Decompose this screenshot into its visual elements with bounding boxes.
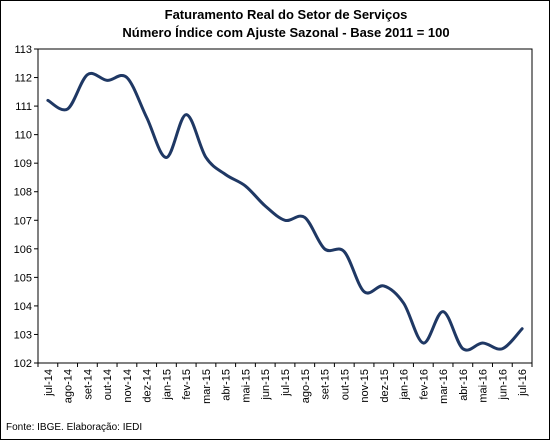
x-tick-label: ago-14 — [63, 369, 75, 403]
x-tick-label: out-14 — [102, 369, 114, 400]
y-tick-label: 111 — [15, 101, 32, 113]
x-tick-label: fev-16 — [418, 369, 430, 400]
data-point — [204, 156, 207, 159]
chart-subtitle: Número Índice com Ajuste Sazonal - Base … — [122, 25, 449, 40]
data-point — [244, 185, 247, 188]
x-tick-label: nov-15 — [359, 369, 371, 403]
x-tick-label: set-15 — [320, 369, 332, 400]
x-tick-label: ago-15 — [300, 369, 312, 403]
x-tick-label: out-15 — [339, 369, 351, 400]
y-tick-label: 102 — [14, 358, 32, 370]
x-tick-label: jan-16 — [399, 369, 411, 401]
data-point — [264, 205, 267, 208]
data-point — [382, 284, 385, 287]
data-point — [323, 247, 326, 250]
y-tick-label: 104 — [14, 301, 32, 313]
x-tick-label: mar-16 — [438, 369, 450, 404]
data-point — [46, 99, 49, 102]
y-tick-label: 108 — [14, 187, 32, 199]
data-point — [86, 73, 89, 76]
data-point — [521, 327, 524, 330]
x-tick-label: jun-15 — [260, 369, 272, 401]
x-tick-label: jul-14 — [43, 369, 55, 397]
x-tick-label: abr-15 — [221, 369, 233, 401]
x-tick-label: nov-14 — [122, 369, 134, 403]
y-tick-label: 112 — [14, 73, 32, 85]
chart-title: Faturamento Real do Setor de Serviços — [165, 7, 408, 22]
y-tick-label: 110 — [14, 130, 32, 142]
data-point — [165, 156, 168, 159]
data-point — [363, 290, 366, 293]
y-tick-label: 106 — [14, 244, 32, 256]
data-point — [343, 250, 346, 253]
data-point — [284, 219, 287, 222]
data-point — [422, 342, 425, 345]
x-tick-label: dez-15 — [379, 369, 391, 403]
x-tick-label: mar-15 — [201, 369, 213, 404]
data-point — [106, 79, 109, 82]
x-tick-label: mai-15 — [240, 369, 252, 403]
data-point — [481, 342, 484, 345]
data-point — [303, 216, 306, 219]
x-tick-label: set-14 — [82, 369, 94, 400]
x-tick-label: fev-15 — [181, 369, 193, 400]
plot-frame — [37, 48, 533, 364]
x-tick-label: jan-15 — [161, 369, 173, 401]
data-point — [185, 113, 188, 116]
data-point — [501, 347, 504, 350]
x-tick-label: abr-16 — [458, 369, 470, 401]
series-line — [46, 72, 524, 352]
data-point — [66, 107, 69, 110]
x-tick-label: mai-16 — [478, 369, 490, 403]
x-tick-label: jun-16 — [497, 369, 509, 401]
x-tick-label: dez-14 — [142, 369, 154, 403]
y-tick-label: 105 — [14, 272, 32, 284]
data-point — [145, 116, 148, 119]
y-tick-label: 109 — [14, 158, 32, 170]
plot-area: 102 103 104 105 106 107 108 109 110 111 112 113 jul-… — [14, 44, 533, 404]
y-tick-label: 113 — [14, 44, 32, 56]
data-point — [224, 173, 227, 176]
data-point — [461, 347, 464, 350]
y-tick-label: 103 — [14, 329, 32, 341]
source-note: Fonte: IBGE. Elaboração: IEDI — [6, 422, 142, 433]
data-point — [442, 310, 445, 313]
data-point — [402, 302, 405, 305]
x-tick-label: jul-15 — [280, 369, 292, 397]
y-tick-label: 107 — [14, 215, 32, 227]
x-tick-label: jul-16 — [517, 369, 529, 397]
data-point — [125, 76, 128, 79]
